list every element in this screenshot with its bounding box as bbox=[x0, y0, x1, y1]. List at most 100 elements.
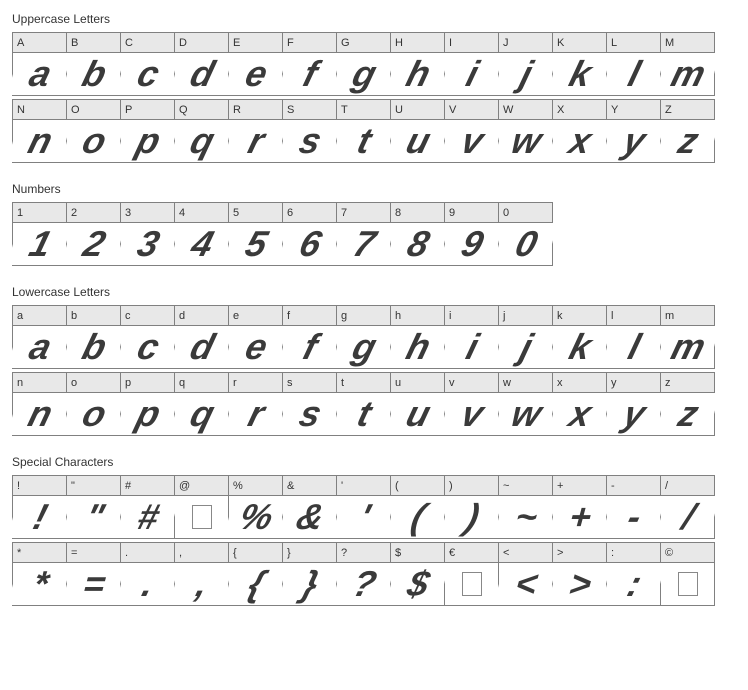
lowercase-cell: nn bbox=[12, 372, 67, 436]
uppercase-cell: Qq bbox=[174, 99, 229, 163]
special-cell: $$ bbox=[390, 542, 445, 606]
cell-label: 0 bbox=[499, 203, 552, 223]
special-cell: %% bbox=[228, 475, 283, 539]
cell-label: v bbox=[445, 373, 498, 393]
lowercase-cell: ee bbox=[228, 305, 283, 369]
uppercase-cell: Mm bbox=[660, 32, 715, 96]
special-cell: >> bbox=[552, 542, 607, 606]
special-cell: (( bbox=[390, 475, 445, 539]
uppercase-cell: Oo bbox=[66, 99, 121, 163]
cell-glyph bbox=[175, 496, 228, 538]
cell-label: T bbox=[337, 100, 390, 120]
numbers-cell: 33 bbox=[120, 202, 175, 266]
cell-label: ) bbox=[445, 476, 498, 496]
cell-label: © bbox=[661, 543, 714, 563]
cell-glyph: m bbox=[655, 53, 719, 95]
numbers-grid: 11223344556677889900 bbox=[12, 202, 736, 265]
uppercase-cell: Hh bbox=[390, 32, 445, 96]
cell-label: s bbox=[283, 373, 336, 393]
cell-label: # bbox=[121, 476, 174, 496]
cell-label: " bbox=[67, 476, 120, 496]
lowercase-cell: ll bbox=[606, 305, 661, 369]
special-cell: "" bbox=[66, 475, 121, 539]
numbers-cell: 00 bbox=[498, 202, 553, 266]
uppercase-cell: Nn bbox=[12, 99, 67, 163]
cell-glyph: 0 bbox=[493, 223, 557, 265]
uppercase-cell: Zz bbox=[660, 99, 715, 163]
cell-label: 8 bbox=[391, 203, 444, 223]
cell-label: = bbox=[67, 543, 120, 563]
lowercase-cell: ii bbox=[444, 305, 499, 369]
lowercase-cell: tt bbox=[336, 372, 391, 436]
cell-label: < bbox=[499, 543, 552, 563]
cell-label: N bbox=[13, 100, 66, 120]
special-cell: @ bbox=[174, 475, 229, 539]
lowercase-cell: gg bbox=[336, 305, 391, 369]
special-grid: !!""##@%%&&''(())~~++--//**==..,,{{}}??$… bbox=[12, 475, 736, 605]
cell-label: d bbox=[175, 306, 228, 326]
cell-label: 5 bbox=[229, 203, 282, 223]
cell-glyph: m bbox=[655, 326, 719, 368]
special-cell: ,, bbox=[174, 542, 229, 606]
uppercase-cell: Ii bbox=[444, 32, 499, 96]
cell-label: 6 bbox=[283, 203, 336, 223]
cell-label: + bbox=[553, 476, 606, 496]
special-cell: !! bbox=[12, 475, 67, 539]
cell-label: f bbox=[283, 306, 336, 326]
numbers-cell: 55 bbox=[228, 202, 283, 266]
cell-label: 4 bbox=[175, 203, 228, 223]
cell-label: . bbox=[121, 543, 174, 563]
cell-label: : bbox=[607, 543, 660, 563]
uppercase-cell: Ll bbox=[606, 32, 661, 96]
cell-label: o bbox=[67, 373, 120, 393]
lowercase-cell: ww bbox=[498, 372, 553, 436]
cell-label: p bbox=[121, 373, 174, 393]
lowercase-cell: rr bbox=[228, 372, 283, 436]
cell-label: ( bbox=[391, 476, 444, 496]
uppercase-cell: Bb bbox=[66, 32, 121, 96]
cell-label: 7 bbox=[337, 203, 390, 223]
special-cell: == bbox=[66, 542, 121, 606]
special-cell: € bbox=[444, 542, 499, 606]
cell-label: E bbox=[229, 33, 282, 53]
uppercase-cell: Vv bbox=[444, 99, 499, 163]
font-character-map: Uppercase LettersAaBbCcDdEeFfGgHhIiJjKkL… bbox=[12, 12, 736, 615]
cell-label: H bbox=[391, 33, 444, 53]
special-cell: © bbox=[660, 542, 715, 606]
cell-label: c bbox=[121, 306, 174, 326]
numbers-cell: 11 bbox=[12, 202, 67, 266]
cell-label: B bbox=[67, 33, 120, 53]
uppercase-title: Uppercase Letters bbox=[12, 12, 736, 26]
cell-label: R bbox=[229, 100, 282, 120]
uppercase-cell: Jj bbox=[498, 32, 553, 96]
lowercase-cell: cc bbox=[120, 305, 175, 369]
numbers-title: Numbers bbox=[12, 182, 736, 196]
uppercase-cell: Uu bbox=[390, 99, 445, 163]
cell-label: I bbox=[445, 33, 498, 53]
special-cell: '' bbox=[336, 475, 391, 539]
cell-label: - bbox=[607, 476, 660, 496]
cell-glyph: / bbox=[655, 496, 719, 538]
cell-label: & bbox=[283, 476, 336, 496]
lowercase-cell: ff bbox=[282, 305, 337, 369]
lowercase-grid: aabbccddeeffgghhiijjkkllmmnnooppqqrrsstt… bbox=[12, 305, 736, 435]
lowercase-cell: bb bbox=[66, 305, 121, 369]
special-cell: -- bbox=[606, 475, 661, 539]
cell-label: G bbox=[337, 33, 390, 53]
special-cell: ~~ bbox=[498, 475, 553, 539]
uppercase-cell: Ff bbox=[282, 32, 337, 96]
cell-glyph: : bbox=[601, 563, 665, 605]
cell-label: $ bbox=[391, 543, 444, 563]
cell-glyph bbox=[445, 563, 498, 605]
cell-label: e bbox=[229, 306, 282, 326]
cell-label: U bbox=[391, 100, 444, 120]
uppercase-cell: Pp bbox=[120, 99, 175, 163]
cell-label: M bbox=[661, 33, 714, 53]
uppercase-cell: Ee bbox=[228, 32, 283, 96]
cell-label: > bbox=[553, 543, 606, 563]
cell-label: 2 bbox=[67, 203, 120, 223]
cell-label: t bbox=[337, 373, 390, 393]
uppercase-cell: Rr bbox=[228, 99, 283, 163]
cell-label: g bbox=[337, 306, 390, 326]
uppercase-cell: Yy bbox=[606, 99, 661, 163]
